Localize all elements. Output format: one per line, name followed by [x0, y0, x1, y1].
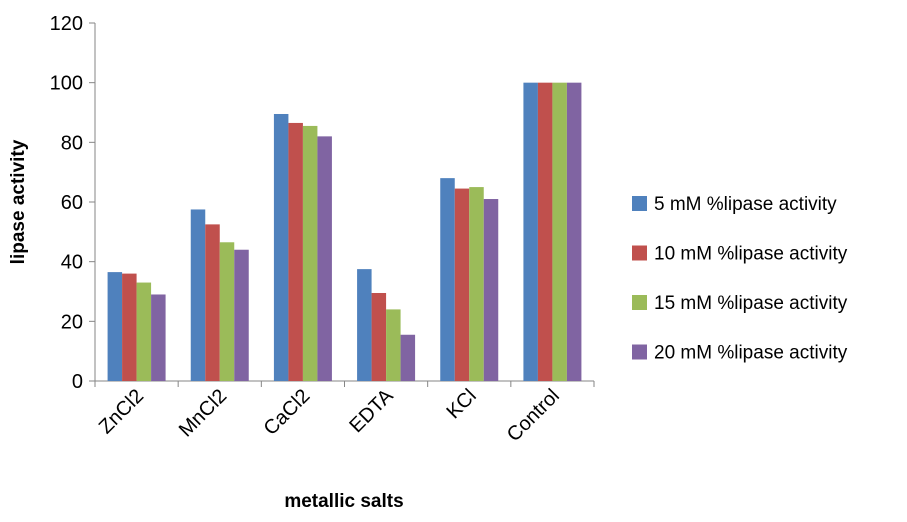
bars	[107, 82, 582, 382]
bar	[523, 82, 538, 382]
legend-label: 15 mM %lipase activity	[654, 293, 848, 314]
bar	[136, 282, 152, 381]
x-tick-label: CaCl2	[260, 385, 315, 440]
bar	[454, 188, 470, 381]
y-tick-label: 0	[72, 371, 83, 393]
x-tick-label: Control	[503, 385, 564, 446]
y-tick-label: 40	[61, 252, 83, 274]
bar	[357, 269, 372, 381]
bar	[483, 199, 499, 381]
x-axis-title: metallic salts	[284, 491, 403, 512]
bar	[469, 187, 484, 381]
y-axis: 0 20 40 60 80 100 120	[50, 13, 96, 393]
bar	[371, 292, 387, 381]
x-tick-label: KCl	[442, 385, 480, 423]
y-tick-label: 120	[50, 13, 83, 35]
y-tick-label: 60	[61, 192, 83, 214]
bar	[400, 334, 416, 381]
legend-label: 20 mM %lipase activity	[654, 343, 848, 364]
bar	[219, 242, 235, 381]
bar	[107, 272, 123, 381]
legend: 5 mM %lipase activity 10 mM %lipase activ…	[632, 194, 848, 364]
bar	[440, 178, 455, 381]
legend-swatch	[632, 196, 647, 211]
bar	[151, 294, 166, 381]
legend-label: 10 mM %lipase activity	[654, 244, 848, 265]
bar	[317, 136, 332, 381]
y-tick-label: 20	[61, 311, 83, 333]
bar	[122, 273, 137, 381]
bar	[552, 82, 567, 382]
x-tick-label: ZnCl2	[95, 385, 148, 438]
x-tick-label: MnCl2	[175, 385, 231, 441]
legend-label: 5 mM %lipase activity	[654, 194, 837, 215]
bar	[205, 224, 220, 381]
x-axis: ZnCl2 MnCl2 CaCl2 EDTA KCl Control	[94, 380, 595, 446]
legend-swatch	[632, 295, 647, 310]
bar	[386, 309, 401, 381]
y-axis-title: lipase activity	[8, 139, 29, 264]
y-tick-label: 100	[50, 73, 83, 95]
legend-swatch	[632, 344, 647, 360]
bar	[566, 82, 582, 382]
legend-swatch	[632, 245, 647, 261]
bar	[537, 82, 553, 382]
bar	[288, 122, 303, 382]
bar	[273, 113, 289, 381]
y-tick-label: 80	[61, 132, 83, 154]
bar	[302, 125, 318, 381]
bar	[234, 249, 249, 381]
x-tick-label: EDTA	[345, 385, 398, 438]
bar	[190, 209, 206, 381]
